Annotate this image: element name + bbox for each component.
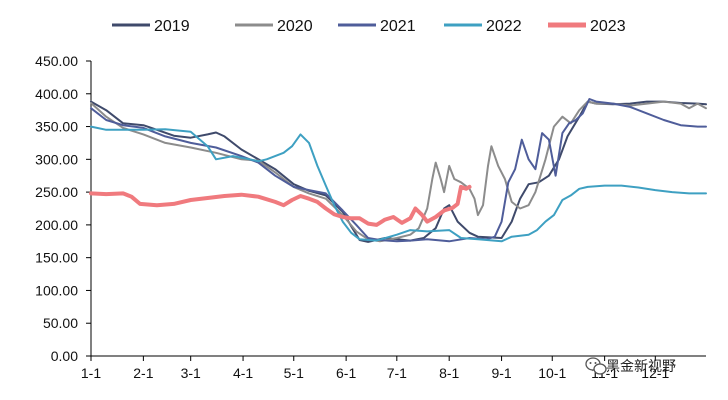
y-tick-label: 250.00 — [35, 184, 78, 200]
x-tick-label: 9-1 — [491, 365, 511, 381]
legend-item-2022: 2022 — [444, 18, 522, 35]
y-axis: 0.00 50.00 100.00 150.00 200.00 250.00 300.00 3… — [35, 53, 92, 364]
x-tick-label: 4-1 — [233, 365, 253, 381]
y-tick-label: 350.00 — [35, 119, 78, 135]
y-tick-label: 200.00 — [35, 217, 78, 233]
x-tick-label: 10-1 — [538, 365, 566, 381]
x-axis: 1-12-13-14-15-16-17-18-19-110-111-112-1 — [81, 355, 706, 381]
x-tick-label: 6-1 — [336, 365, 356, 381]
y-tick-label: 400.00 — [35, 86, 78, 102]
legend-label: 2019 — [154, 18, 190, 35]
y-tick-label: 150.00 — [35, 250, 78, 266]
y-tick-label: 100.00 — [35, 282, 78, 298]
legend-label: 2021 — [380, 18, 416, 35]
legend-item-2021: 2021 — [338, 18, 416, 35]
y-tick-label: 450.00 — [35, 53, 78, 69]
x-tick-label: 8-1 — [439, 365, 459, 381]
y-tick-label: 0.00 — [51, 348, 78, 364]
legend-label: 2023 — [590, 18, 626, 35]
x-tick-label: 5-1 — [284, 365, 304, 381]
x-tick-label: 7-1 — [387, 365, 407, 381]
y-tick-label: 50.00 — [43, 315, 78, 331]
plot-series — [89, 98, 707, 243]
legend-item-2019: 2019 — [112, 18, 190, 35]
series-line-2023 — [89, 184, 472, 227]
watermark-text: 黑金新视野 — [606, 358, 676, 374]
x-tick-label: 3-1 — [181, 365, 201, 381]
x-tick-label: 12-1 — [641, 365, 669, 381]
legend-label: 2022 — [486, 18, 522, 35]
legend-label: 2020 — [277, 18, 313, 35]
series-line-2022 — [90, 125, 707, 243]
wechat-icon — [585, 357, 607, 375]
legend: 2019 2020 2021 2022 2023 — [112, 18, 626, 35]
x-tick-label: 1-1 — [81, 365, 101, 381]
watermark: 黑金新视野 — [585, 357, 676, 375]
legend-item-2023: 2023 — [548, 18, 626, 35]
legend-item-2020: 2020 — [235, 18, 313, 35]
y-tick-label: 300.00 — [35, 151, 78, 167]
x-tick-label: 2-1 — [133, 365, 153, 381]
